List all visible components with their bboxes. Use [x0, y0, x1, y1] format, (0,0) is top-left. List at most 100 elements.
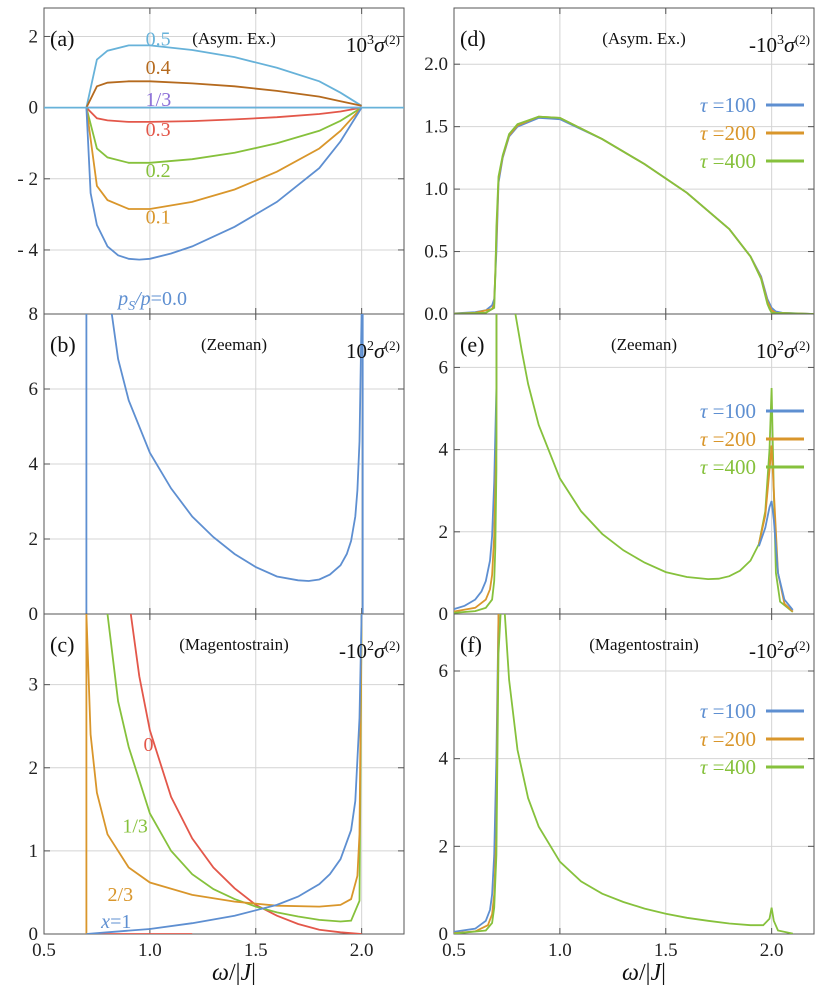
- curve-label: x=1: [100, 911, 131, 933]
- quantity-label: 103σ(2): [346, 32, 400, 57]
- curve-label: 0.1: [146, 206, 171, 228]
- y-tick-label: 2: [439, 522, 449, 543]
- series-line-400: [454, 614, 502, 934]
- y-tick-label: 2: [439, 836, 449, 857]
- panel-frame: [453, 613, 815, 935]
- series-line-x1: [86, 614, 363, 934]
- y-tick-label: 1: [29, 841, 39, 862]
- legend-label: τ =200: [700, 121, 756, 145]
- panel-subtitle: (Magentostrain): [179, 635, 289, 654]
- y-tick-label: 0: [439, 604, 449, 625]
- curve-label: pS/p=0.0: [116, 288, 187, 314]
- legend-label: τ =200: [700, 427, 756, 451]
- x-tick-label: 0.5: [442, 940, 466, 961]
- series-line-01: [85, 106, 363, 210]
- legend-label: τ =100: [700, 399, 756, 423]
- series-line-23: [85, 614, 363, 934]
- series-line-05: [85, 44, 363, 108]
- y-tick-label: 0.0: [424, 304, 448, 325]
- y-tick-label: 1.5: [424, 117, 448, 138]
- panel-subtitle: (Magentostrain): [589, 635, 699, 654]
- y-tick-label: 0: [29, 98, 39, 119]
- series-line-pSp00: [85, 107, 363, 261]
- y-tick-label: 2: [29, 758, 39, 779]
- quantity-label: 102σ(2): [756, 338, 810, 363]
- curve-label: 2/3: [108, 884, 134, 906]
- series-line-1: [110, 314, 363, 582]
- panel-label: (b): [50, 332, 76, 357]
- legend-label: τ =400: [700, 755, 756, 779]
- panel-f: 0 2 4 6 0.5 1.0 1.5 2.0 ω/|J| (f) (Magentostrain) -…: [439, 613, 815, 986]
- panel-subtitle: (Asym. Ex.): [192, 29, 276, 48]
- series-line-100: [454, 314, 498, 610]
- x-tick-label: 2.0: [760, 940, 784, 961]
- quantity-label: -102σ(2): [749, 638, 810, 663]
- y-tick-label: 0.5: [424, 242, 448, 263]
- x-tick-label: 1.5: [244, 940, 268, 961]
- y-tick-label: 0: [439, 924, 449, 945]
- y-tick-label: 6: [439, 661, 449, 682]
- legend-label: τ =100: [700, 93, 756, 117]
- y-tick-label: 2: [29, 529, 39, 550]
- series-line-0: [129, 614, 362, 934]
- series-line-400: [454, 314, 498, 614]
- x-axis-label: ω/|J|: [622, 960, 666, 986]
- x-tick-label: 2.0: [350, 940, 374, 961]
- series-line-100: [758, 500, 794, 611]
- series-line-200: [454, 314, 498, 613]
- x-tick-label: 1.5: [654, 940, 678, 961]
- y-tick-label: 4: [29, 454, 39, 475]
- panel-label: (e): [460, 332, 484, 357]
- panel-frame: [43, 613, 405, 935]
- series-line-200: [454, 115, 814, 314]
- series-line-04: [85, 80, 362, 108]
- y-tick-label: 4: [439, 440, 449, 461]
- series-line-200: [758, 445, 794, 613]
- curve-label: 1/3: [146, 89, 172, 111]
- curve-label: 0.5: [146, 28, 171, 50]
- y-tick-label: 2.0: [424, 54, 448, 75]
- x-axis-label: ω/|J|: [212, 960, 256, 986]
- series-line-100: [454, 116, 814, 314]
- y-tick-label: 0: [29, 604, 39, 625]
- panel-label: (f): [460, 632, 482, 657]
- panel-label: (d): [460, 26, 486, 51]
- curve-label: 0.2: [146, 160, 171, 182]
- x-tick-label: 0.5: [32, 940, 56, 961]
- legend-label: τ =200: [700, 727, 756, 751]
- curve-label: 0.4: [146, 57, 171, 79]
- x-tick-label: 1.0: [138, 940, 162, 961]
- series-line-03: [85, 106, 362, 123]
- series-line-02: [85, 106, 363, 164]
- panel-c: 0 1 2 3 0.5 1.0 1.5 2.0 ω/|J| (c) (Magentostrain) -…: [29, 613, 405, 986]
- y-tick-label: 2: [29, 26, 39, 47]
- series-line-400: [454, 115, 814, 314]
- panel-subtitle: (Zeeman): [611, 335, 677, 354]
- panel-b: 0 2 4 6 8 (b) (Zeeman) 102σ(2): [29, 304, 405, 625]
- series-line-100: [454, 614, 500, 933]
- series-line-400: [514, 314, 794, 613]
- y-tick-label: 0: [29, 924, 39, 945]
- y-tick-label: - 4: [17, 240, 38, 261]
- quantity-label: -102σ(2): [339, 638, 400, 663]
- panel-a: 2 0 - 2 - 4 (a) (Asym. Ex.) 103σ(2): [17, 7, 405, 315]
- curve-label: 0.3: [146, 119, 171, 141]
- legend-label: τ =400: [700, 149, 756, 173]
- y-tick-label: 4: [439, 749, 449, 770]
- y-tick-label: 6: [439, 357, 449, 378]
- quantity-label: -103σ(2): [749, 32, 810, 57]
- panel-subtitle: (Zeeman): [201, 335, 267, 354]
- x-tick-label: 1.0: [548, 940, 572, 961]
- y-tick-label: 1.0: [424, 179, 448, 200]
- legend-label: τ =400: [700, 455, 756, 479]
- panel-subtitle: (Asym. Ex.): [602, 29, 686, 48]
- y-tick-label: - 2: [17, 169, 38, 190]
- series-line-400: [503, 614, 793, 934]
- panel-e: 0 2 4 6 (e) (Zeeman) 102σ(2): [439, 313, 815, 625]
- y-tick-label: 6: [29, 379, 39, 400]
- quantity-label: 102σ(2): [346, 338, 400, 363]
- y-tick-label: 3: [29, 675, 39, 696]
- curve-label: 0: [144, 734, 154, 756]
- panel-label: (a): [50, 26, 74, 51]
